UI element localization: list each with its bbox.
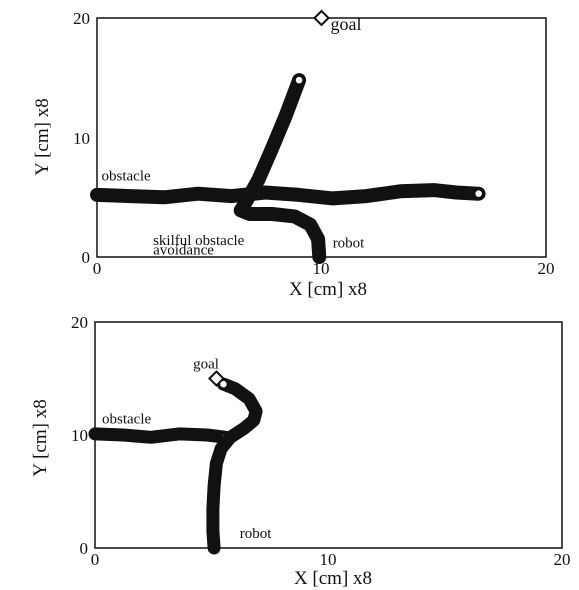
robot-path-top	[233, 73, 327, 264]
x-axis-label-bottom: X [cm] x8	[294, 568, 372, 589]
x-axis-label-top: X [cm] x8	[289, 279, 367, 300]
robot-path-bottom	[206, 377, 263, 555]
annotations-bottom: goal obstacle robot	[102, 356, 272, 542]
series-layer-bottom	[88, 370, 263, 555]
tick-x-10-bottom: 10	[320, 550, 337, 569]
series-layer-top	[90, 9, 486, 264]
obstacle-path-bottom	[88, 427, 233, 444]
robot-label-top: robot	[333, 235, 365, 251]
y-axis-label-bottom: Y [cm] x8	[30, 399, 51, 476]
tick-y-0-top: 0	[82, 248, 91, 267]
tick-x-10-top: 10	[313, 259, 330, 278]
goal-marker-top	[313, 9, 330, 27]
chart-bottom: 0 10 20 0 10 20 X [cm] x8 Y [cm] x8 goal…	[30, 313, 571, 589]
obstacle-label-top: obstacle	[102, 169, 151, 185]
tick-x-0-top: 0	[93, 259, 102, 278]
tick-y-10-bottom: 10	[71, 426, 88, 445]
robot-end-marker-top	[294, 75, 304, 85]
avoidance-label-line1-top: skilful obstacle	[153, 233, 245, 249]
plot-frame-top	[96, 17, 547, 258]
y-axis-label-top: Y [cm] x8	[32, 98, 53, 175]
tick-y-10-top: 10	[73, 129, 90, 148]
robot-label-bottom: robot	[240, 526, 272, 542]
obstacle-path-top	[90, 183, 486, 206]
goal-marker-bottom	[208, 370, 225, 387]
obstacle-label-bottom: obstacle	[102, 412, 151, 428]
goal-label-top: goal	[331, 14, 362, 34]
tick-x-20-bottom: 20	[554, 550, 571, 569]
avoidance-label-line2-top: avoidance	[153, 243, 214, 259]
obstacle-end-marker-top	[473, 188, 484, 199]
robot-end-marker-bottom	[218, 379, 229, 389]
tick-x-0-bottom: 0	[91, 550, 100, 569]
tick-y-20-top: 20	[73, 9, 90, 28]
tick-x-20-top: 20	[538, 259, 555, 278]
goal-label-bottom: goal	[193, 356, 219, 372]
chart-top: 0 10 20 0 10 20 X [cm] x8 Y [cm] x8 goal…	[32, 9, 555, 300]
annotations-top: goal obstacle skilful obstacle avoidance…	[102, 14, 366, 259]
tick-y-20-bottom: 20	[71, 313, 88, 332]
tick-y-0-bottom: 0	[80, 539, 89, 558]
